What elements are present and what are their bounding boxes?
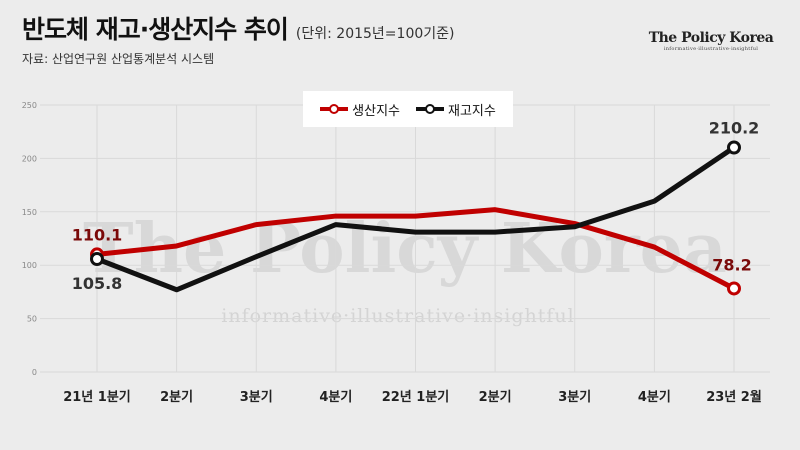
- title-row: 반도체 재고·생산지수 추이 (단위: 2015년=100기준): [22, 10, 454, 46]
- y-axis: 0 50 100 150 200 250: [22, 101, 37, 377]
- x-tick-label: 22년 1분기: [382, 390, 450, 405]
- y-tick-label: 200: [22, 154, 37, 163]
- x-axis: 21년 1분기 2분기 3분기 4분기 22년 1분기 2분기 3분기 4분기 23년 2월: [63, 389, 762, 405]
- x-tick-label: 4분기: [638, 390, 671, 405]
- legend-swatch-inventory: [416, 104, 444, 114]
- y-tick-label: 150: [22, 208, 37, 217]
- x-tick-label: 3분기: [240, 390, 273, 405]
- data-label: 110.1: [72, 225, 123, 244]
- series: [90, 140, 741, 296]
- watermark: The Policy Korea informative·illustrativ…: [83, 209, 727, 327]
- legend-item-production: 생산지수: [320, 100, 400, 119]
- y-tick-label: 250: [22, 101, 37, 110]
- x-tick-label: 4분기: [319, 390, 352, 405]
- legend: 생산지수 재고지수: [303, 91, 513, 127]
- data-label: 210.2: [709, 119, 760, 138]
- brand-tagline: informative·illustrative·insightful: [663, 46, 759, 52]
- series-point: [90, 252, 104, 267]
- brand-name: The Policy Korea: [648, 30, 774, 46]
- watermark-name: The Policy Korea: [83, 209, 727, 289]
- x-tick-label: 2분기: [479, 390, 512, 405]
- unit-note: (단위: 2015년=100기준): [295, 26, 455, 42]
- legend-label-production: 생산지수: [352, 103, 400, 119]
- y-tick-label: 0: [32, 368, 37, 377]
- legend-swatch-production: [320, 104, 349, 114]
- x-tick-label: 2분기: [160, 390, 193, 405]
- watermark-tagline: informative·illustrative·insightful: [221, 305, 574, 327]
- x-tick-label: 21년 1분기: [63, 390, 131, 405]
- data-labels: 110.1 78.2 105.8 210.2: [72, 119, 760, 293]
- series-line-1: [96, 145, 736, 293]
- x-tick-label: 3분기: [558, 390, 591, 405]
- series-point: [727, 281, 741, 296]
- legend-label-inventory: 재고지수: [448, 103, 496, 119]
- legend-item-inventory: 재고지수: [416, 100, 496, 119]
- series-line-0: [96, 207, 736, 291]
- x-tick-label: 23년 2월: [706, 389, 762, 405]
- y-tick-label: 100: [22, 261, 37, 270]
- data-label: 105.8: [72, 274, 123, 293]
- data-label: 78.2: [712, 255, 751, 274]
- series-point: [727, 140, 741, 155]
- brand-logo: The Policy Korea informative·illustrativ…: [648, 30, 774, 52]
- chart-title: 반도체 재고·생산지수 추이: [22, 15, 289, 44]
- source-note: 자료: 산업연구원 산업통계분석 시스템: [22, 52, 215, 66]
- y-tick-label: 50: [27, 315, 37, 324]
